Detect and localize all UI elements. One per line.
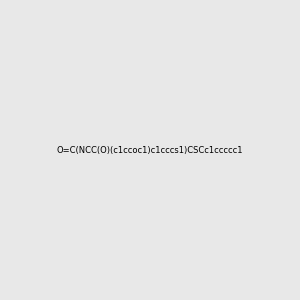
Text: O=C(NCC(O)(c1ccoc1)c1cccs1)CSCc1ccccc1: O=C(NCC(O)(c1ccoc1)c1cccs1)CSCc1ccccc1 — [57, 146, 243, 154]
